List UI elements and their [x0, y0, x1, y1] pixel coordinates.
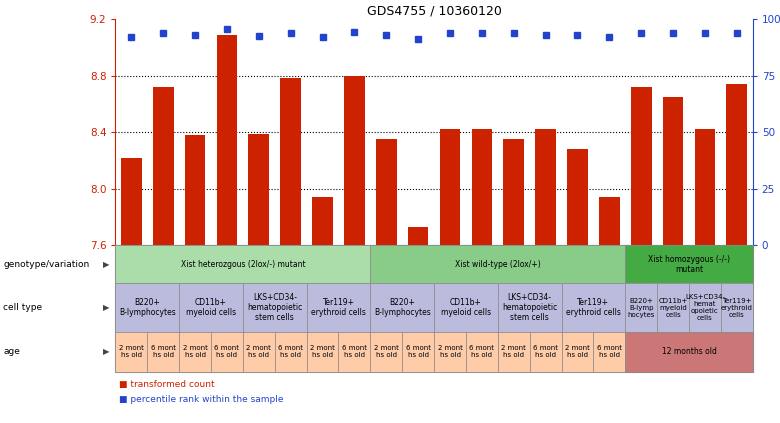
Text: age: age [3, 347, 20, 357]
Text: 2 mont
hs old: 2 mont hs old [246, 346, 271, 358]
Text: B220+
B-lymp
hocytes: B220+ B-lymp hocytes [627, 297, 655, 318]
Text: Ter119+
erythroid cells: Ter119+ erythroid cells [566, 298, 621, 317]
Bar [280, 78, 301, 245]
Title: GDS4755 / 10360120: GDS4755 / 10360120 [367, 5, 502, 18]
Bar [312, 197, 333, 245]
Text: Xist heterozgous (2lox/-) mutant: Xist heterozgous (2lox/-) mutant [181, 260, 305, 269]
Text: 2 mont
hs old: 2 mont hs old [502, 346, 526, 358]
Text: Ter119+
erythroid
cells: Ter119+ erythroid cells [721, 297, 753, 318]
Text: 6 mont
hs old: 6 mont hs old [151, 346, 176, 358]
Text: B220+
B-lymphocytes: B220+ B-lymphocytes [119, 298, 176, 317]
Text: 6 mont
hs old: 6 mont hs old [342, 346, 367, 358]
Text: 2 mont
hs old: 2 mont hs old [183, 346, 207, 358]
Text: LKS+CD34-
hemat
opoietic
cells: LKS+CD34- hemat opoietic cells [685, 294, 725, 321]
Text: 6 mont
hs old: 6 mont hs old [278, 346, 303, 358]
Text: 2 mont
hs old: 2 mont hs old [565, 346, 590, 358]
Text: ■ percentile rank within the sample: ■ percentile rank within the sample [119, 395, 284, 404]
Bar [153, 87, 174, 245]
Bar [694, 129, 715, 245]
Bar [663, 97, 683, 245]
Bar [408, 227, 428, 245]
Bar [471, 129, 492, 245]
Text: B220+
B-lymphocytes: B220+ B-lymphocytes [374, 298, 431, 317]
Bar [344, 76, 365, 245]
Text: 2 mont
hs old: 2 mont hs old [119, 346, 144, 358]
Bar [567, 149, 588, 245]
Text: 6 mont
hs old: 6 mont hs old [597, 346, 622, 358]
Text: LKS+CD34-
hematopoietic
stem cells: LKS+CD34- hematopoietic stem cells [502, 293, 557, 322]
Text: ▶: ▶ [103, 260, 109, 269]
Bar [535, 129, 556, 245]
Text: ▶: ▶ [103, 347, 109, 357]
Text: Ter119+
erythroid cells: Ter119+ erythroid cells [311, 298, 366, 317]
Text: LKS+CD34-
hematopoietic
stem cells: LKS+CD34- hematopoietic stem cells [247, 293, 303, 322]
Text: Xist wild-type (2lox/+): Xist wild-type (2lox/+) [455, 260, 541, 269]
Text: genotype/variation: genotype/variation [3, 260, 90, 269]
Bar [503, 139, 524, 245]
Text: CD11b+
myeloid cells: CD11b+ myeloid cells [186, 298, 236, 317]
Bar [440, 129, 460, 245]
Text: cell type: cell type [3, 303, 42, 312]
Bar [376, 139, 397, 245]
Bar [185, 135, 205, 245]
Text: 2 mont
hs old: 2 mont hs old [310, 346, 335, 358]
Bar [121, 158, 142, 245]
Text: CD11b+
myeloid
cells: CD11b+ myeloid cells [658, 297, 688, 318]
Bar [599, 197, 619, 245]
Text: 2 mont
hs old: 2 mont hs old [374, 346, 399, 358]
Text: 6 mont
hs old: 6 mont hs old [470, 346, 495, 358]
Text: CD11b+
myeloid cells: CD11b+ myeloid cells [441, 298, 491, 317]
Text: Xist homozygous (-/-)
mutant: Xist homozygous (-/-) mutant [648, 255, 730, 274]
Bar [217, 35, 237, 245]
Text: ▶: ▶ [103, 303, 109, 312]
Bar [631, 87, 651, 245]
Bar [249, 134, 269, 245]
Text: 6 mont
hs old: 6 mont hs old [215, 346, 239, 358]
Text: 2 mont
hs old: 2 mont hs old [438, 346, 463, 358]
Text: ■ transformed count: ■ transformed count [119, 380, 215, 390]
Bar [726, 84, 747, 245]
Text: 12 months old: 12 months old [661, 347, 716, 357]
Text: 6 mont
hs old: 6 mont hs old [406, 346, 431, 358]
Text: 6 mont
hs old: 6 mont hs old [533, 346, 558, 358]
